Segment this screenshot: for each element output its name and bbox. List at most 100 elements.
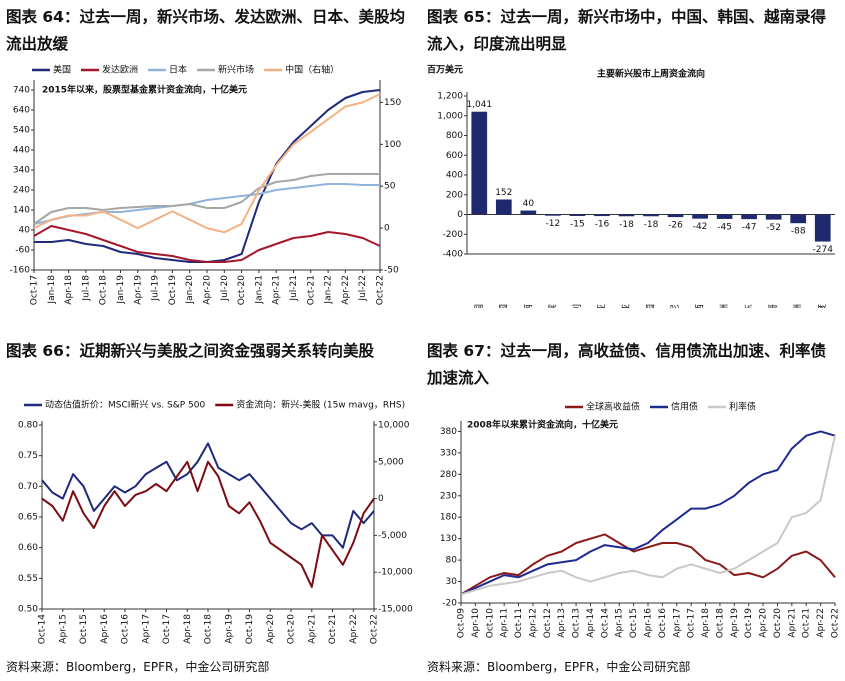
y-tick-label: -60 — [15, 246, 30, 256]
legend-label: 新兴市场 — [218, 64, 254, 76]
y2-tick-label: -5,000 — [378, 531, 407, 541]
x-tick-label: Oct-13 — [572, 608, 582, 638]
y-tick-label: 0.60 — [18, 543, 38, 553]
value-label: -274 — [813, 245, 834, 255]
y-tick-label: 1,000 — [437, 111, 463, 121]
y-tick-label: -200 — [443, 230, 464, 240]
y-tick-label: -160 — [10, 266, 31, 276]
x-tick-label: Oct-19 — [245, 614, 255, 645]
series-line — [33, 225, 381, 263]
x-tick-label: 印尼 — [669, 304, 681, 308]
y-tick-label: 740 — [13, 86, 30, 96]
x-tick-label: Jul-21 — [289, 275, 299, 302]
x-tick-label: 非洲 — [792, 304, 804, 308]
x-tick-label: Apr-21 — [307, 614, 317, 644]
y-tick-label: 0.80 — [18, 421, 38, 431]
y-tick-label: 540 — [13, 126, 30, 136]
legend-label: 美国 — [53, 64, 71, 76]
bar — [520, 210, 537, 215]
x-tick-label: Oct-18 — [715, 608, 725, 639]
x-tick-label: 印度 — [816, 304, 828, 308]
x-tick-label: Apr-14 — [586, 608, 596, 638]
x-tick-label: Oct-14 — [600, 608, 610, 639]
x-tick-label: Oct-22 — [376, 275, 386, 305]
x-tick-label: Oct-22 — [370, 614, 380, 644]
y-tick-label: -20 — [442, 599, 457, 609]
bar — [692, 214, 708, 219]
legend-label: 日本 — [169, 64, 187, 76]
bar — [545, 214, 561, 216]
y-tick-label: 240 — [13, 186, 30, 196]
x-tick-label: Apr-18 — [183, 614, 193, 644]
subtitle: 2008年以来累计资金流向，十亿美元 — [467, 419, 618, 431]
y2-tick-label: 150 — [384, 98, 401, 108]
x-tick-label: Oct-18 — [99, 275, 109, 306]
y-tick-label: -400 — [443, 250, 464, 260]
x-tick-label: Oct-14 — [38, 614, 48, 645]
x-tick-label: 哥伦比亚 — [620, 304, 632, 308]
y2-tick-label: -10,000 — [378, 568, 413, 578]
series-line — [33, 173, 380, 225]
x-tick-label: 中国 — [473, 304, 485, 308]
x-tick-label: 巴西 — [695, 304, 706, 308]
value-label: -52 — [766, 223, 781, 233]
y-tick-label: 0.70 — [18, 482, 38, 492]
x-tick-label: Apr-21 — [787, 608, 797, 638]
legend-label: 资金流向：新兴-美股 (15w mavg，RHS) — [236, 399, 405, 411]
x-tick-label: Apr-22 — [349, 614, 359, 644]
value-label: -88 — [791, 227, 806, 237]
y2-tick-label: 100 — [384, 140, 401, 150]
value-label: -42 — [693, 222, 708, 232]
x-tick-label: Apr-22 — [816, 608, 826, 638]
x-tick-label: Oct-20 — [287, 614, 297, 645]
y-tick-label: 200 — [446, 190, 463, 200]
bar — [716, 214, 733, 219]
series-line — [34, 89, 381, 263]
x-tick-label: 泰国 — [645, 304, 657, 308]
series-line — [460, 430, 836, 596]
x-tick-label: Jul-22 — [358, 275, 368, 302]
x-tick-label: Apr-17 — [672, 608, 682, 638]
series-line — [33, 183, 380, 225]
x-tick-label: Apr-16 — [100, 614, 110, 644]
bar — [741, 214, 757, 220]
y2-tick-label: 50 — [384, 182, 396, 192]
value-label: -18 — [619, 220, 634, 230]
x-tick-label: Oct-20 — [237, 275, 247, 306]
x-tick-label: Oct-16 — [658, 608, 668, 639]
figure-title: 图表 65：过去一周，新兴市场中，中国、韩国、越南录得流入，印度流出明显 — [427, 8, 826, 53]
x-tick-label: Jul-18 — [81, 275, 91, 302]
figure-title: 图表 64：过去一周，新兴市场、发达欧洲、日本、美股均流出放缓 — [6, 8, 405, 53]
y-tick-label: 0.55 — [18, 574, 38, 584]
x-tick-label: Apr-19 — [730, 608, 740, 638]
x-tick-label: Oct-15 — [79, 614, 89, 644]
value-label: 40 — [523, 199, 535, 209]
figure-title: 图表 67：过去一周，高收益债、信用债流出加速、利率债加速流入 — [427, 342, 826, 387]
legend-label: 信用债 — [671, 401, 698, 413]
value-label: -45 — [717, 222, 732, 232]
x-tick-label: Oct-20 — [773, 608, 783, 639]
x-tick-label: Jan-21 — [254, 275, 264, 305]
y-tick-label: 40 — [19, 226, 31, 236]
x-tick-label: Jan-19 — [116, 275, 126, 305]
y2-tick-label: 0 — [378, 494, 384, 504]
x-tick-label: Apr-17 — [141, 614, 151, 644]
y-tick-label: 440 — [13, 146, 30, 156]
value-label: -15 — [570, 219, 585, 229]
x-tick-label: Jul-20 — [220, 275, 230, 302]
x-tick-label: 中东 — [743, 304, 755, 308]
y-tick-label: 0.50 — [18, 605, 38, 615]
chart: 0.50 0.55 0.60 0.65 0.70 0.75 0.80 -15,000 -10,0… — [18, 399, 413, 645]
legend-label: 发达欧洲 — [102, 64, 138, 76]
bar — [594, 214, 610, 217]
x-tick-label: Jan-22 — [324, 275, 334, 305]
x-tick-label: 菲律宾 — [546, 304, 558, 308]
y2-tick-label: 10,000 — [378, 421, 410, 431]
x-tick-label: Oct-15 — [629, 608, 639, 638]
bar — [765, 214, 782, 220]
y-tick-label: 800 — [446, 131, 463, 141]
value-label: -16 — [595, 220, 610, 230]
x-tick-label: Oct-21 — [802, 608, 812, 638]
y2-tick-label: 5,000 — [378, 457, 404, 467]
x-tick-label: Apr-18 — [701, 608, 711, 638]
